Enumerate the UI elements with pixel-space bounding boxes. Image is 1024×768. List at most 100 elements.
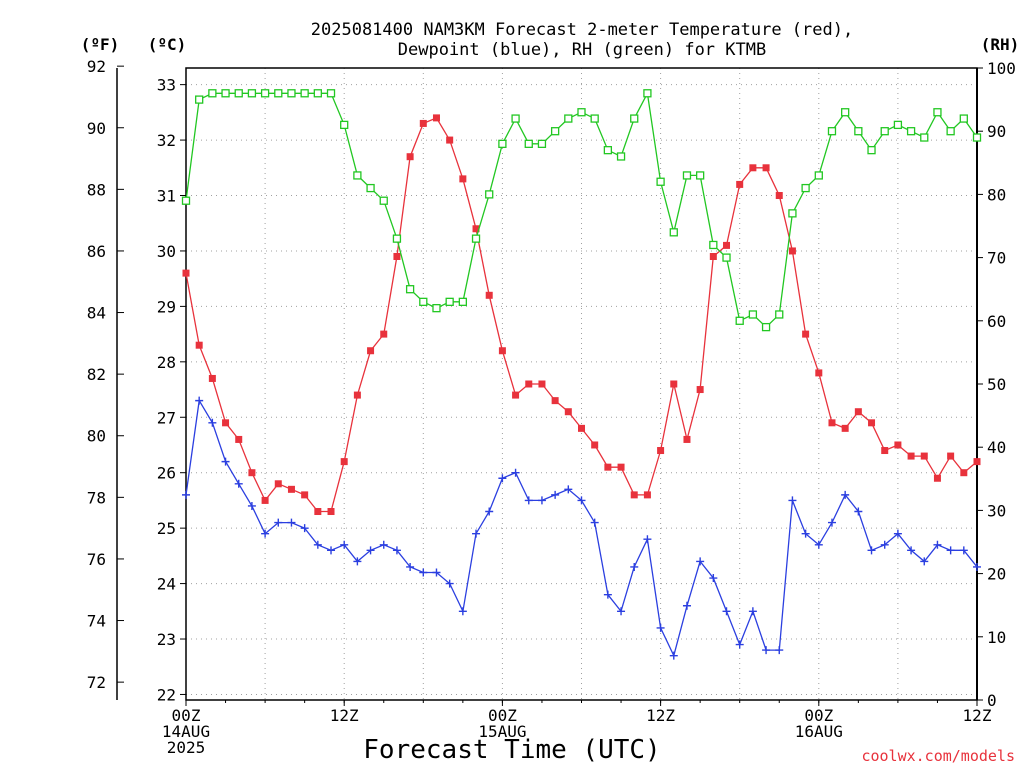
- dewpoint-point: [313, 540, 322, 549]
- rh-point: [221, 89, 230, 98]
- rh-point: [445, 297, 454, 306]
- rh-point: [603, 146, 613, 155]
- rh-point: [379, 196, 388, 205]
- temperature-point: [472, 225, 480, 233]
- fahrenheit-tick-label: 86: [87, 242, 106, 261]
- rh-point: [709, 240, 718, 250]
- dewpoint-point: [973, 562, 981, 571]
- temperature-point: [432, 114, 440, 122]
- temperature-line: [185, 117, 978, 513]
- dewpoint-point: [735, 640, 744, 649]
- temperature-point: [301, 491, 309, 499]
- rh-point: [524, 139, 533, 148]
- x-tick-label: 12Z: [963, 706, 992, 725]
- rh-tick-label: 90: [987, 122, 1006, 141]
- temperature-point: [775, 192, 783, 200]
- temperature-point: [235, 435, 243, 443]
- rh-point: [854, 127, 863, 136]
- dewpoint-point: [920, 557, 929, 566]
- temperature-point: [446, 136, 454, 144]
- dewpoint-point: [788, 496, 797, 505]
- series-dewpoint: [182, 396, 981, 660]
- celsius-tick-label: 26: [157, 464, 176, 483]
- rh-point: [682, 171, 692, 180]
- x-tick-label: 00Z 14AUG 2025: [162, 706, 210, 757]
- grid-lines: [186, 68, 977, 700]
- temperature-point: [591, 441, 599, 449]
- dewpoint-point: [445, 579, 454, 588]
- dewpoint-point: [959, 546, 968, 555]
- rh-tick-label: 100: [987, 59, 1016, 78]
- temperature-point: [617, 463, 625, 471]
- fahrenheit-tick-label: 82: [87, 365, 106, 384]
- dewpoint-point: [933, 540, 942, 549]
- dewpoint-point: [762, 646, 771, 655]
- rh-point: [775, 310, 784, 319]
- x-axis-title: Forecast Time (UTC): [363, 735, 660, 765]
- fahrenheit-tick-label: 92: [87, 57, 106, 76]
- rh-point: [577, 108, 586, 117]
- rh-point: [419, 297, 428, 306]
- dewpoint-point: [801, 529, 810, 538]
- temperature-point: [195, 341, 203, 349]
- fahrenheit-tick-label: 78: [87, 488, 106, 507]
- dewpoint-point: [208, 418, 217, 427]
- rh-point: [656, 177, 665, 186]
- rh-point: [511, 114, 520, 123]
- temperature-point: [406, 153, 414, 161]
- temperature-point: [248, 469, 256, 477]
- temperature-point: [894, 441, 902, 449]
- celsius-tick-label: 24: [157, 575, 176, 594]
- temperature-point: [933, 474, 941, 482]
- temperature-point: [327, 508, 335, 516]
- rh-point: [867, 146, 876, 155]
- rh-point: [827, 127, 837, 136]
- rh-point: [946, 127, 955, 136]
- x-tick-label: 12Z: [330, 706, 359, 725]
- x-tick-label: 12Z: [646, 706, 675, 725]
- temperature-point: [762, 164, 770, 172]
- rh-tick-label: 30: [987, 501, 1006, 520]
- rh-point: [498, 139, 507, 148]
- celsius-tick-label: 27: [157, 408, 176, 427]
- dewpoint-point: [775, 646, 784, 655]
- temperature-point: [709, 252, 717, 260]
- chart-title: 2025081400 NAM3KM Forecast 2-meter Tempe…: [311, 20, 853, 60]
- celsius-tick-label: 22: [157, 685, 176, 704]
- temperature-point: [261, 496, 269, 504]
- dewpoint-point: [261, 529, 270, 538]
- rh-point: [616, 152, 626, 161]
- temperature-point: [828, 419, 836, 427]
- temperature-point: [353, 391, 361, 399]
- celsius-tick-label: 32: [157, 131, 176, 150]
- tick-labels: 22 23 24 25 26 27 28 29 30 31 32 33 72 74 76 78 80 82 84 86…: [87, 57, 1016, 757]
- rh-tick-label: 10: [987, 628, 1006, 647]
- temperature-point: [459, 175, 467, 183]
- dewpoint-point: [247, 501, 256, 510]
- rh-point: [696, 171, 705, 180]
- rh-unit-label: (RH): [981, 35, 1020, 54]
- dewpoint-point: [498, 474, 507, 483]
- rh-tick-label: 40: [987, 438, 1006, 457]
- temperature-point: [314, 508, 322, 516]
- dewpoint-point: [366, 546, 375, 555]
- temperature-point: [683, 435, 691, 443]
- dewpoint-point: [327, 546, 336, 555]
- axes: [116, 65, 983, 706]
- temperature-point: [512, 391, 520, 399]
- rh-point: [669, 228, 678, 237]
- dewpoint-point: [709, 574, 718, 583]
- dewpoint-point: [234, 479, 243, 488]
- celsius-tick-label: 28: [157, 353, 176, 372]
- rh-point: [340, 120, 349, 130]
- rh-point: [564, 114, 573, 123]
- dewpoint-point: [669, 651, 678, 660]
- dewpoint-point: [748, 607, 757, 616]
- rh-point: [208, 89, 217, 98]
- dewpoint-point: [511, 468, 520, 477]
- dewpoint-point: [854, 507, 863, 516]
- dewpoint-point: [472, 529, 481, 538]
- celsius-tick-label: 30: [157, 242, 176, 261]
- temperature-point: [920, 452, 928, 460]
